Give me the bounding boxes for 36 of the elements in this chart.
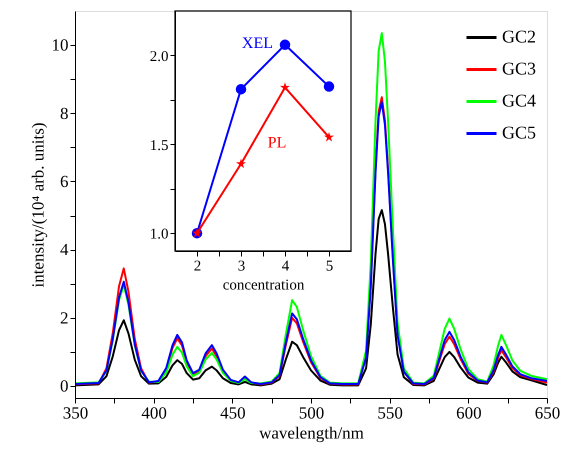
x-tick-label: 5 [326,258,334,274]
point [280,40,290,50]
legend-label: GC5 [502,122,536,142]
point [280,82,290,92]
y-tick-label: 2 [60,308,68,328]
x-tick-label: 450 [220,404,246,422]
legend-label: GC4 [502,90,536,110]
x-axis-title: wavelength/nm [259,424,364,442]
y-tick-label: 1.0 [150,226,168,243]
y-axis-title: intensity/(10⁴ arb. units) [28,122,48,288]
y-tick-label: 1.5 [150,138,168,154]
x-tick-label: 600 [456,404,482,422]
y-tick-label: 10 [52,36,68,55]
x-tick-label: 400 [141,404,167,422]
x-axis-title: concentration [222,278,305,294]
line-series [74,32,548,384]
x-tick-label: 3 [238,258,246,274]
y-tick-label: 2.0 [150,48,168,65]
series-label: PL [268,134,286,152]
x-tick-label: 550 [377,404,403,422]
legend-label: GC2 [502,26,536,46]
x-tick-label: 500 [298,404,324,422]
point [324,81,334,92]
point [236,84,246,94]
legend-label: GC3 [502,58,536,78]
x-tick-label: 350 [62,404,88,422]
y-tick-label: 4 [60,240,69,260]
y-tick-label: 0 [60,376,68,396]
x-tick-label: 650 [534,404,560,422]
x-tick-label: 4 [282,258,290,274]
y-tick-label: 8 [60,104,68,123]
y-tick-label: 6 [60,172,68,191]
point [236,158,246,168]
point [324,132,334,142]
series-label: XEL [242,34,273,52]
x-tick-label: 2 [194,258,202,274]
